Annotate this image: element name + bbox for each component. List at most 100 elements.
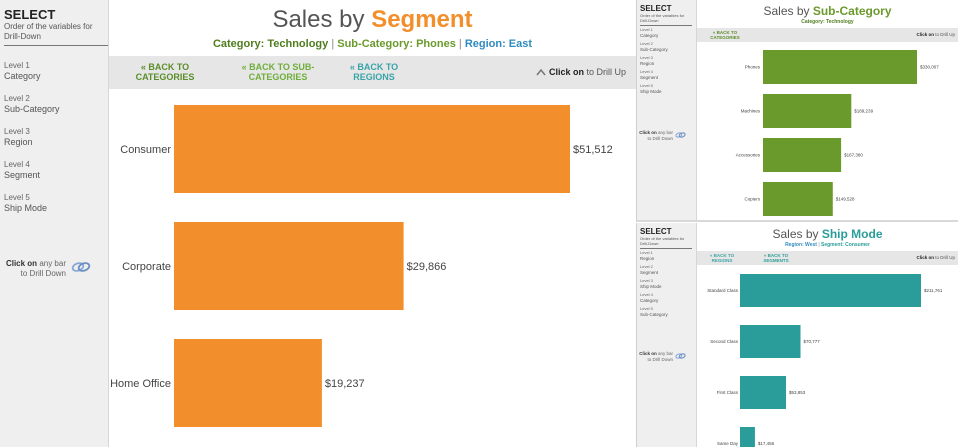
level-name: Sub-Category: [640, 46, 668, 52]
level-number: Level 5: [4, 193, 30, 202]
nav-bar: « BACK TO CATEGORIES Click on to Drill U…: [697, 28, 958, 42]
category-label: Machines: [741, 109, 761, 114]
bar[interactable]: [763, 94, 852, 128]
level-item[interactable]: Level 3 Ship Mode: [640, 278, 668, 289]
back-to-subcategories-link[interactable]: « BACK TO SUB-CATEGORIES: [241, 62, 315, 83]
bar[interactable]: [174, 339, 322, 427]
sidebar-subtitle: Order of the variables for Drill-Down: [640, 236, 692, 249]
back-to-categories-link[interactable]: « BACK TO CATEGORIES: [135, 62, 195, 83]
level-item[interactable]: Level 4 Segment: [640, 69, 668, 80]
level-item[interactable]: Level 4 Segment: [4, 159, 60, 181]
category-label: First Class: [717, 390, 739, 395]
drill-up-hint[interactable]: Click on to Drill Up: [916, 32, 955, 37]
level-item[interactable]: Level 3 Region: [640, 55, 668, 66]
category-label: Corporate: [122, 261, 171, 273]
level-number: Level 2: [4, 94, 30, 103]
level-number: Level 4: [640, 292, 653, 297]
category-label: Home Office: [110, 378, 171, 390]
back-to-segments-link[interactable]: « BACK TO SEGMENTS: [763, 253, 789, 264]
level-number: Level 5: [640, 306, 653, 311]
back-to-categories-link[interactable]: « BACK TO CATEGORIES: [710, 30, 740, 41]
level-number: Level 1: [640, 250, 653, 255]
sidebar-title: SELECT: [640, 4, 672, 13]
bar[interactable]: [174, 105, 570, 193]
level-name: Category: [640, 297, 659, 303]
level-item[interactable]: Level 1 Category: [640, 27, 668, 38]
title-highlight: Ship Mode: [821, 227, 883, 241]
drill-order-sidebar: SELECT Order of the variables for Drill-…: [0, 0, 109, 447]
bar[interactable]: [763, 182, 833, 216]
level-item[interactable]: Level 5 Ship Mode: [640, 83, 668, 94]
drill-up-bold: Click on: [548, 67, 584, 77]
value-label: $51,512: [573, 144, 613, 156]
drill-up-bold: Click on: [916, 255, 934, 260]
back-to-regions-link[interactable]: « BACK TO REGIONS: [709, 253, 735, 264]
bar[interactable]: [740, 274, 921, 307]
title-highlight: Segment: [371, 6, 473, 33]
value-label: $19,237: [325, 378, 365, 390]
level-item[interactable]: Level 5 Sub-Category: [640, 306, 668, 317]
filter-segment: Segment: Consumer: [821, 242, 870, 248]
level-number: Level 1: [640, 27, 653, 32]
category-label: Standard Class: [707, 288, 739, 293]
chart-title: Sales by Ship Mode: [697, 227, 958, 241]
level-list: Level 1 Category Level 2 Sub-Category Leve…: [4, 60, 60, 225]
filter-region: Region: West: [785, 242, 817, 248]
level-item[interactable]: Level 2 Sub-Category: [640, 41, 668, 52]
category-label: Same Day: [717, 441, 739, 446]
level-name: Sub-Category: [640, 311, 668, 317]
level-item[interactable]: Level 2 Sub-Category: [4, 93, 60, 115]
filter-breadcrumb: Category: Technology: [697, 19, 958, 25]
sidebar-subtitle: Order of the variables for Drill-Down: [4, 22, 108, 46]
level-item[interactable]: Level 5 Ship Mode: [4, 192, 60, 214]
drill-up-bold: Click on: [916, 32, 934, 37]
level-name: Ship Mode: [640, 88, 662, 94]
level-item[interactable]: Level 3 Region: [4, 126, 60, 148]
drill-up-hint[interactable]: Click on to Drill Up: [536, 67, 626, 77]
bar[interactable]: [174, 222, 404, 310]
level-number: Level 2: [640, 41, 653, 46]
level-number: Level 3: [640, 278, 653, 283]
drill-up-hint[interactable]: Click on to Drill Up: [916, 255, 955, 260]
title-highlight: Sub-Category: [812, 4, 892, 18]
level-number: Level 3: [640, 55, 653, 60]
level-item[interactable]: Level 2 Segment: [640, 264, 668, 275]
level-item[interactable]: Level 1 Region: [640, 250, 668, 261]
bar[interactable]: [740, 325, 801, 358]
hint-text: any bar to Drill Down: [647, 351, 673, 362]
level-name: Category: [4, 71, 41, 81]
link-icon: [675, 353, 686, 359]
drill-down-hint: Click on any bar to Drill Down: [639, 351, 673, 362]
shipmode-bar-chart: Standard Class $211,761 Second Class $70,77…: [707, 274, 943, 447]
bar[interactable]: [740, 376, 787, 409]
category-label: Consumer: [120, 144, 171, 156]
level-name: Ship Mode: [4, 203, 48, 213]
segment-dashboard: SELECT Order of the variables for Drill-…: [0, 0, 636, 447]
level-name: Segment: [640, 269, 659, 275]
back-to-regions-link[interactable]: « BACK TO REGIONS: [349, 62, 399, 83]
bar[interactable]: [763, 50, 917, 84]
segment-bar-chart: Consumer $51,512 Corporate $29,866 Home Offi…: [110, 105, 613, 427]
category-label: Phones: [745, 65, 761, 70]
bar[interactable]: [763, 138, 842, 172]
title-prefix: Sales by: [772, 227, 819, 241]
level-name: Sub-Category: [4, 104, 60, 114]
value-label: $53,853: [789, 390, 806, 395]
level-item[interactable]: Level 4 Category: [640, 292, 668, 303]
level-item[interactable]: Level 1 Category: [4, 60, 60, 82]
category-label: Copiers: [744, 197, 760, 202]
filter-separator: |: [458, 38, 462, 50]
value-label: $189,239: [854, 109, 873, 114]
level-number: Level 1: [4, 61, 30, 70]
filter-separator: |: [818, 242, 820, 248]
level-list: Level 1 Category Level 2 Sub-Category Leve…: [640, 27, 668, 97]
level-name: Region: [640, 60, 655, 66]
filter-category: Category: Technology: [801, 19, 854, 25]
drill-down-hint: Click on any bar to Drill Down: [639, 130, 673, 141]
filter-region: Region: East: [464, 38, 533, 50]
subcategory-dashboard: SELECT Order of the variables for Drill-…: [636, 0, 958, 222]
bar[interactable]: [740, 427, 755, 447]
value-label: $330,007: [920, 65, 939, 70]
filter-breadcrumb: Region: West | Segment: Consumer: [697, 242, 958, 248]
sidebar-title: SELECT: [4, 7, 56, 22]
